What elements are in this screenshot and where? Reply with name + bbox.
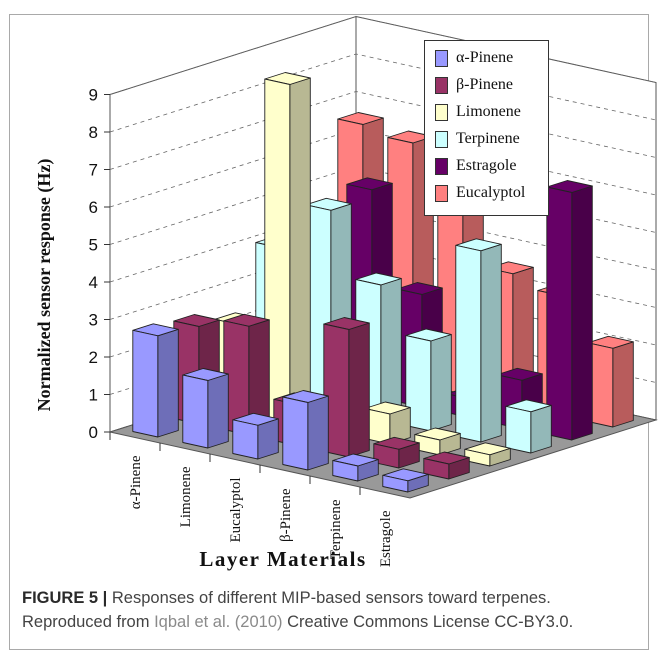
legend-label: Limonene	[456, 103, 521, 120]
y-tick-label: 8	[89, 123, 98, 142]
legend-swatch	[435, 184, 448, 202]
legend-label: α-Pinene	[456, 49, 514, 66]
y-tick-label: 4	[89, 273, 98, 292]
legend-item: Terpinene	[435, 129, 520, 149]
y-axis-ticks: 0 1 2 3 4 5 6 7 8 9	[89, 86, 110, 442]
bar	[464, 442, 511, 467]
bar	[414, 427, 461, 456]
figure-caption: FIGURE 5 | Responses of different MIP-ba…	[22, 586, 642, 634]
legend-swatch	[435, 157, 448, 175]
bar	[232, 412, 279, 460]
x-axis-ticks: α-Pinene Limonene Eucalyptol β-Pinene Terpin…	[109, 432, 394, 567]
y-tick-label: 3	[89, 311, 98, 330]
bar	[132, 323, 179, 438]
y-axis-label: Normalized sensor response (Hz)	[34, 159, 55, 412]
x-tick-label: Eucalyptol	[228, 478, 244, 543]
y-tick-label: 7	[89, 161, 98, 180]
y-tick-label: 1	[89, 386, 98, 405]
x-axis-label: Layer Materials	[199, 547, 366, 571]
legend-item: Eucalyptol	[435, 183, 525, 203]
bar	[382, 468, 429, 493]
legend-item: β-Pinene	[435, 75, 513, 95]
bar	[364, 401, 411, 445]
legend-swatch	[435, 130, 448, 148]
legend-item: α-Pinene	[435, 48, 513, 68]
legend-label: β-Pinene	[456, 76, 514, 93]
bar	[405, 328, 452, 432]
caption-text-pre: Reproduced from	[22, 613, 155, 631]
bar	[455, 238, 502, 443]
caption-text-post: Creative Commons License CC-BY3.0.	[282, 613, 574, 631]
y-tick-label: 0	[89, 423, 98, 442]
x-tick-label: Terpinene	[328, 499, 344, 559]
x-tick-label: β-Pinene	[278, 488, 294, 542]
caption-citation-link[interactable]: Iqbal et al. (2010)	[154, 613, 283, 631]
legend-swatch	[435, 103, 448, 121]
bar	[323, 317, 370, 458]
caption-text-main: Responses of different MIP-based sensors…	[107, 589, 551, 607]
bar	[182, 368, 229, 449]
x-tick-label: Limonene	[178, 466, 194, 527]
legend-swatch	[435, 76, 448, 94]
x-tick-label: α-Pinene	[128, 455, 144, 509]
legend-label: Eucalyptol	[456, 184, 526, 201]
legend-swatch	[435, 49, 448, 67]
legend-item: Limonene	[435, 102, 521, 122]
x-tick-label: Estragole	[378, 510, 394, 567]
bar	[373, 436, 420, 469]
y-tick-label: 5	[89, 236, 98, 255]
bar	[587, 335, 634, 428]
y-tick-label: 2	[89, 348, 98, 367]
y-tick-label: 6	[89, 198, 98, 217]
legend-label: Terpinene	[456, 130, 520, 147]
bar	[546, 180, 593, 441]
caption-figure-label: FIGURE 5 |	[22, 589, 108, 607]
bar	[423, 451, 470, 480]
chart-bars	[132, 72, 634, 493]
legend-label: Estragole	[456, 157, 517, 174]
legend-item: Estragole	[435, 156, 516, 176]
bar	[264, 72, 311, 423]
bar	[332, 453, 379, 482]
bar	[505, 399, 552, 454]
chart-legend: α-Pinene β-Pinene Limonene Terpinene Estrago…	[424, 40, 549, 216]
bar	[282, 390, 329, 471]
y-tick-label: 9	[89, 86, 98, 105]
